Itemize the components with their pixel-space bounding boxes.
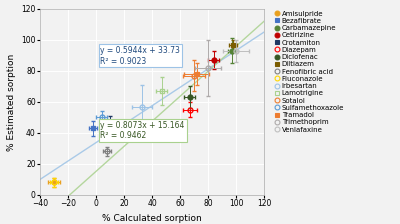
Text: y = 0.5944x + 33.73
R² = 0.9023: y = 0.5944x + 33.73 R² = 0.9023 — [100, 46, 180, 66]
Text: y = 0.8073x + 15.164
R² = 0.9462: y = 0.8073x + 15.164 R² = 0.9462 — [100, 121, 185, 140]
Legend: Amisulpride, Bezafibrate, Carbamazepine, Cetirizine, Crotamiton, Diazepam, Diclo: Amisulpride, Bezafibrate, Carbamazepine,… — [274, 11, 344, 133]
Y-axis label: % Estimated sorption: % Estimated sorption — [7, 53, 16, 151]
X-axis label: % Calculated sorption: % Calculated sorption — [102, 214, 202, 223]
